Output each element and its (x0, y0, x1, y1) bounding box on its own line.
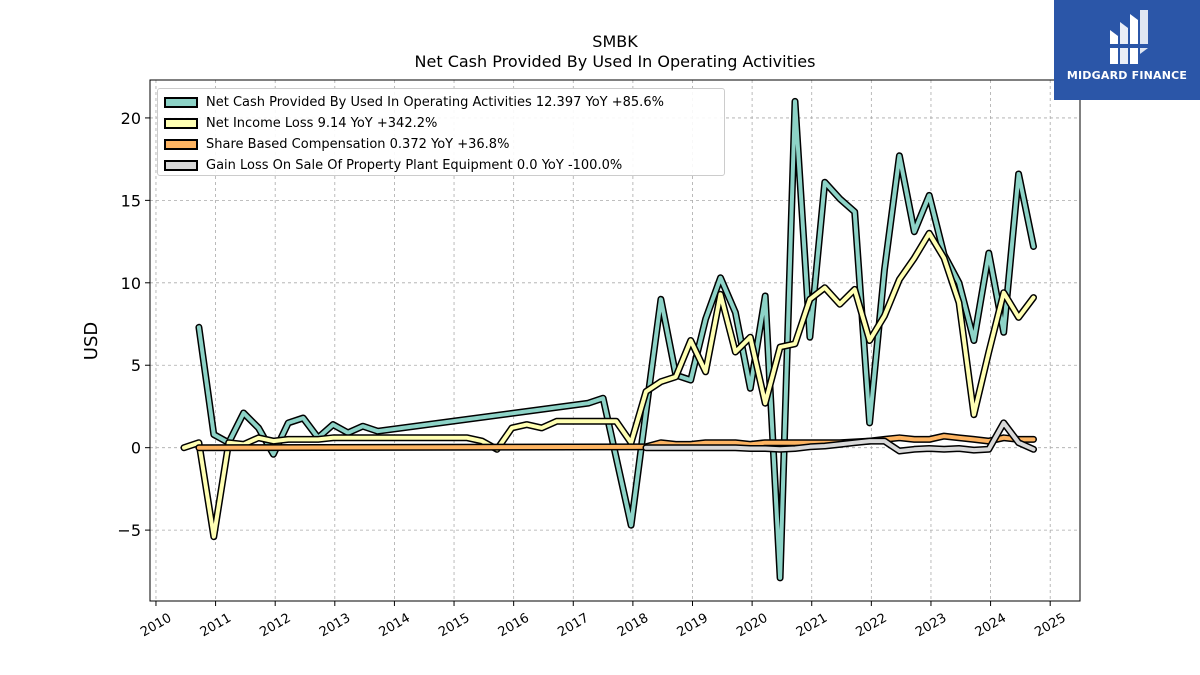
y-axis-label: USD (81, 322, 102, 360)
axis-layer: −5 0 5 10 15 20 2010 2011 2012 2013 2014 2015 2016 20… (117, 109, 1068, 640)
x-tick-label: 2023 (913, 611, 949, 641)
legend-label-operating-cash: Net Cash Provided By Used In Operating A… (206, 95, 664, 110)
y-tick-label: 15 (121, 191, 141, 210)
legend-item-operating-cash: Net Cash Provided By Used In Operating A… (164, 92, 718, 113)
x-tick-label: 2020 (734, 611, 770, 641)
x-tick-label: 2015 (436, 611, 472, 641)
brand-logo: MIDGARD FINANCE (1054, 0, 1200, 100)
series-layer (180, 97, 1037, 582)
x-tick-label: 2010 (138, 611, 174, 641)
legend-label-net-income: Net Income Loss 9.14 YoY +342.2% (206, 116, 438, 131)
series-line-outline-1 (180, 229, 1037, 541)
x-tick-label: 2012 (257, 611, 293, 641)
y-tick-label: 20 (121, 109, 141, 128)
y-tick-label: 10 (121, 274, 141, 293)
y-tick-label: −5 (117, 521, 141, 540)
x-tick-label: 2011 (198, 611, 234, 641)
x-tick-label: 2019 (675, 611, 711, 641)
chart-title: SMBK (592, 32, 638, 51)
legend-item-net-income: Net Income Loss 9.14 YoY +342.2% (164, 113, 718, 134)
plot-frame (149, 79, 1081, 602)
legend-label-share-comp: Share Based Compensation 0.372 YoY +36.8… (206, 137, 510, 152)
x-tick-label: 2022 (854, 611, 890, 641)
legend-swatch-operating-cash (164, 97, 198, 108)
x-tick-label: 2016 (496, 611, 532, 641)
series-line-1 (182, 231, 1036, 539)
x-tick-label: 2024 (973, 611, 1009, 641)
y-tick-label: 0 (131, 439, 141, 458)
x-tick-label: 2017 (555, 611, 591, 641)
legend-item-gain-loss: Gain Loss On Sale Of Property Plant Equi… (164, 155, 718, 176)
legend-label-gain-loss: Gain Loss On Sale Of Property Plant Equi… (206, 158, 623, 173)
series-line-0 (196, 99, 1036, 580)
legend-swatch-share-comp (164, 139, 198, 150)
chart-subtitle: Net Cash Provided By Used In Operating A… (414, 52, 816, 71)
logo-text: MIDGARD FINANCE (1066, 69, 1188, 82)
legend: Net Cash Provided By Used In Operating A… (157, 88, 725, 176)
legend-swatch-net-income (164, 118, 198, 129)
x-tick-label: 2025 (1032, 611, 1068, 641)
x-tick-label: 2018 (615, 611, 651, 641)
x-tick-label: 2014 (377, 611, 413, 641)
legend-item-share-comp: Share Based Compensation 0.372 YoY +36.8… (164, 134, 718, 155)
legend-swatch-gain-loss (164, 160, 198, 171)
x-tick-label: 2013 (317, 611, 353, 641)
x-tick-label: 2021 (794, 611, 830, 641)
series-line-3 (644, 420, 1036, 453)
logo-mark-icon (1110, 10, 1148, 64)
y-tick-label: 5 (131, 356, 141, 375)
